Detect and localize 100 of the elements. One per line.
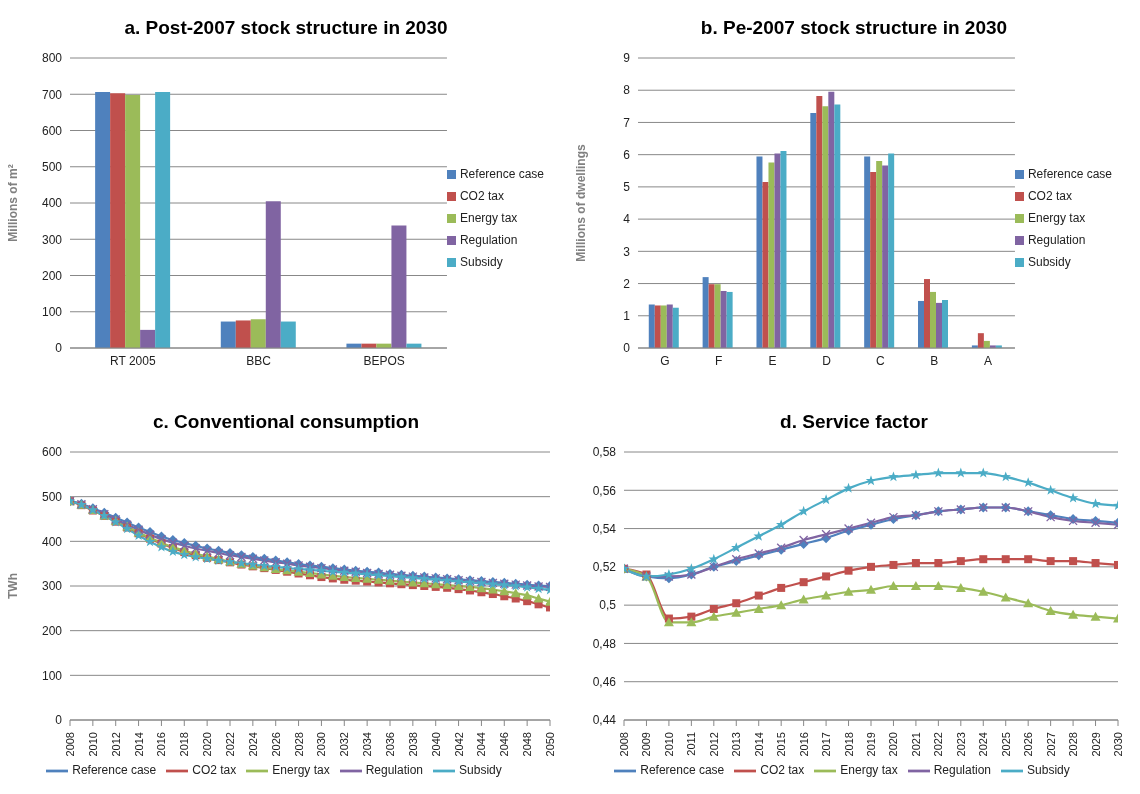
legend-label: Energy tax bbox=[459, 211, 518, 225]
x-tick-label: 2022 bbox=[932, 732, 945, 757]
x-tick-label: 2016 bbox=[797, 732, 810, 757]
x-tick-label: 2019 bbox=[865, 732, 877, 757]
y-tick-label: 0 bbox=[623, 341, 631, 356]
y-tick-label: 400 bbox=[41, 534, 63, 549]
x-tick-label: 2008 bbox=[64, 732, 76, 757]
x-tick-label: 2013 bbox=[730, 732, 743, 757]
y-tick-label: 200 bbox=[41, 623, 63, 638]
legend-label: Regulation bbox=[933, 763, 992, 778]
x-tick-label: 2018 bbox=[178, 732, 191, 757]
x-tick-label: D bbox=[822, 353, 832, 368]
y-tick-label: 100 bbox=[41, 668, 63, 683]
y-tick-label: 6 bbox=[623, 147, 631, 162]
x-tick-label: BEPOS bbox=[363, 353, 405, 368]
x-tick-label: 2023 bbox=[954, 732, 967, 757]
x-tick-label: 2010 bbox=[86, 732, 99, 757]
legend-label: CO2 tax bbox=[192, 763, 237, 778]
x-tick-label: RT 2005 bbox=[110, 353, 156, 368]
x-tick-label: 2018 bbox=[842, 732, 855, 757]
x-tick-label: 2017 bbox=[820, 732, 833, 757]
x-tick-label: 2042 bbox=[452, 732, 465, 757]
x-tick-label: 2012 bbox=[707, 732, 720, 757]
y-tick-label: 0,54 bbox=[592, 521, 617, 536]
y-tick-label: 600 bbox=[41, 123, 63, 138]
x-tick-label: 2028 bbox=[1067, 732, 1080, 757]
y-tick-label: 300 bbox=[41, 579, 63, 594]
y-tick-label: 0,52 bbox=[592, 560, 617, 575]
legend-label: CO2 tax bbox=[459, 189, 504, 203]
y-tick-label: 400 bbox=[41, 196, 63, 211]
chart-title: d. Service factor bbox=[779, 410, 929, 434]
y-tick-label: 700 bbox=[41, 87, 63, 102]
legend-label: Reference case bbox=[640, 763, 725, 778]
y-tick-label: 800 bbox=[41, 51, 63, 66]
y-tick-label: 8 bbox=[623, 83, 631, 98]
y-tick-label: 200 bbox=[41, 268, 63, 283]
x-tick-label: BBC bbox=[246, 353, 272, 368]
x-tick-label: 2030 bbox=[1112, 732, 1124, 757]
legend-label: Reference case bbox=[459, 167, 544, 181]
y-tick-label: 5 bbox=[623, 180, 631, 195]
legend-label: Subsidy bbox=[1027, 763, 1070, 778]
x-tick-label: 2029 bbox=[1089, 732, 1102, 757]
x-tick-label: 2014 bbox=[132, 732, 145, 757]
x-tick-label: 2024 bbox=[246, 732, 259, 757]
legend-label: Subsidy bbox=[459, 255, 503, 269]
x-tick-label: 2038 bbox=[406, 732, 419, 757]
x-tick-label: 2032 bbox=[338, 732, 351, 757]
y-tick-label: 0,58 bbox=[592, 445, 617, 460]
legend-label: CO2 tax bbox=[760, 763, 805, 778]
x-tick-label: E bbox=[768, 353, 777, 368]
x-tick-label: 2012 bbox=[109, 732, 122, 757]
x-tick-label: 2025 bbox=[999, 732, 1012, 757]
x-tick-label: 2010 bbox=[662, 732, 675, 757]
x-tick-label: 2024 bbox=[977, 732, 990, 757]
legend-label: Subsidy bbox=[1027, 255, 1071, 269]
x-tick-label: 2034 bbox=[361, 732, 374, 757]
x-tick-label: 2016 bbox=[155, 732, 168, 757]
x-tick-label: 2026 bbox=[1022, 732, 1035, 757]
y-tick-label: 1 bbox=[623, 309, 631, 324]
x-tick-label: A bbox=[984, 353, 993, 368]
legend-label: Energy tax bbox=[272, 763, 330, 778]
x-tick-label: F bbox=[715, 353, 723, 368]
x-tick-label: G bbox=[660, 353, 670, 368]
chart-title: b. Pe-2007 stock structure in 2030 bbox=[699, 16, 1009, 40]
y-tick-label: 0,48 bbox=[592, 636, 617, 651]
x-tick-label: B bbox=[930, 353, 939, 368]
y-axis-title: TWh bbox=[6, 573, 21, 599]
x-tick-label: 2046 bbox=[498, 732, 511, 757]
x-tick-label: 2008 bbox=[618, 732, 630, 757]
y-tick-label: 0 bbox=[55, 713, 63, 728]
legend-label: Subsidy bbox=[459, 763, 502, 778]
y-tick-label: 100 bbox=[41, 305, 63, 320]
x-tick-label: 2028 bbox=[292, 732, 305, 757]
x-tick-label: 2021 bbox=[909, 732, 922, 757]
legend-label: Energy tax bbox=[840, 763, 898, 778]
y-tick-label: 0,56 bbox=[592, 483, 617, 498]
x-tick-label: 2026 bbox=[269, 732, 282, 757]
y-tick-label: 500 bbox=[41, 489, 63, 504]
y-tick-label: 9 bbox=[623, 51, 631, 66]
legend-label: Regulation bbox=[459, 233, 518, 247]
y-tick-label: 3 bbox=[623, 244, 631, 259]
x-tick-label: 2048 bbox=[521, 732, 534, 757]
y-tick-label: 0 bbox=[55, 341, 63, 356]
y-tick-label: 300 bbox=[41, 232, 63, 247]
y-tick-label: 4 bbox=[623, 212, 631, 227]
x-tick-label: 2022 bbox=[224, 732, 236, 757]
x-tick-label: 2027 bbox=[1044, 732, 1057, 757]
x-tick-label: 2011 bbox=[685, 732, 698, 756]
y-tick-label: 0,5 bbox=[599, 598, 617, 613]
x-tick-label: 2015 bbox=[775, 732, 788, 757]
x-tick-label: 2036 bbox=[384, 732, 396, 757]
y-tick-label: 600 bbox=[41, 445, 63, 460]
x-tick-label: 2044 bbox=[475, 732, 488, 757]
legend-label: CO2 tax bbox=[1027, 189, 1072, 203]
y-tick-label: 7 bbox=[623, 115, 631, 130]
chart-title: c. Conventional consumption bbox=[152, 410, 420, 434]
y-axis-title: Millions of dwellings bbox=[574, 144, 589, 262]
legend-label: Regulation bbox=[365, 763, 424, 778]
y-tick-label: 0,44 bbox=[592, 713, 617, 728]
y-tick-label: 0,46 bbox=[592, 674, 617, 689]
